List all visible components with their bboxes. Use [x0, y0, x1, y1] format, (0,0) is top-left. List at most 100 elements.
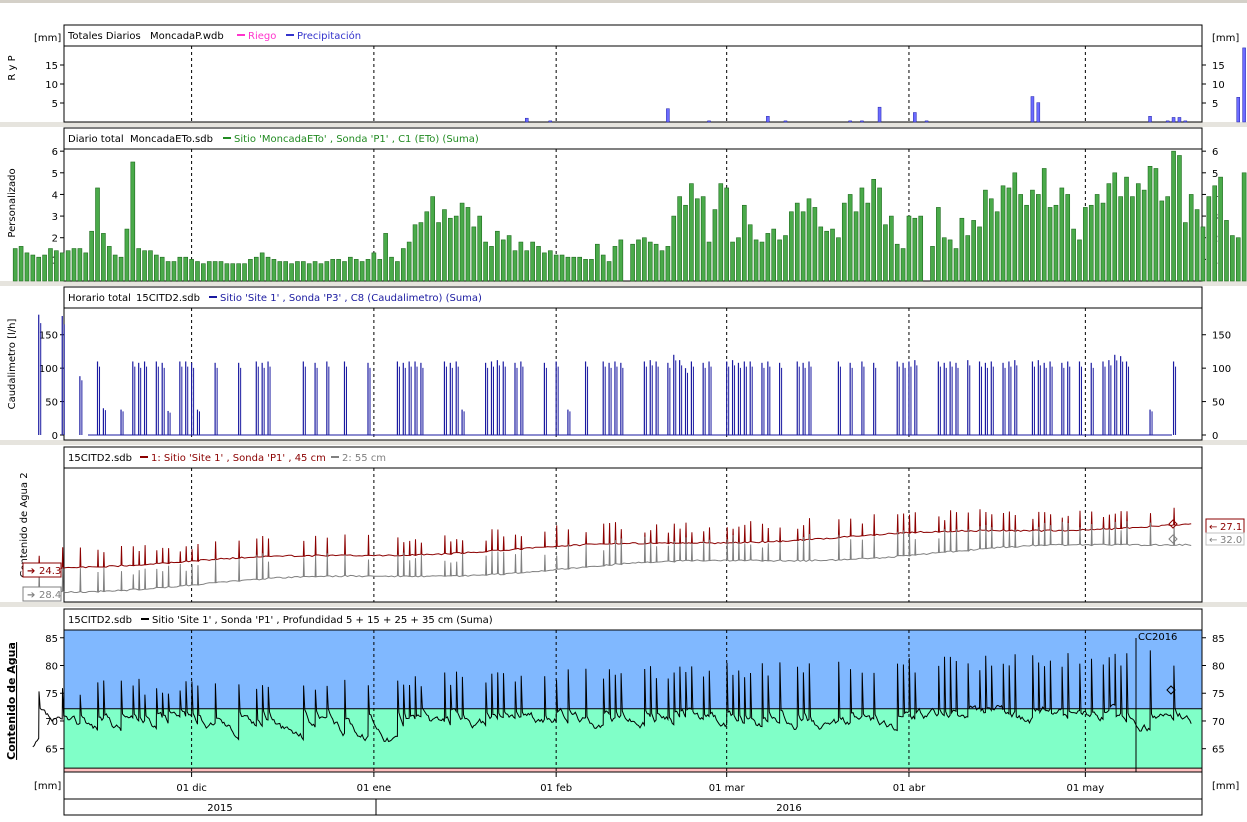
eto-bar	[83, 252, 89, 282]
unit-right: [mm]	[1212, 33, 1239, 44]
y-tick-label: 15	[45, 61, 58, 72]
eto-bar	[12, 248, 18, 282]
eto-bar	[171, 261, 177, 282]
eto-bar	[747, 224, 753, 282]
eto-bar	[1036, 194, 1041, 282]
eto-bar	[659, 250, 665, 282]
x-tick-label: 01 may	[1067, 783, 1105, 794]
y-tick-label-right: 70	[1212, 717, 1225, 728]
eto-bar	[448, 217, 453, 282]
eto-bar	[483, 241, 488, 282]
left-value-badge-45cm: ➔ 24.3	[22, 562, 62, 578]
legend-45cm: 1: Sitio 'Site 1' , Sonda 'P1' , 45 cm	[151, 453, 326, 464]
header-label: Totales Diarios	[67, 31, 141, 42]
x-axis-unit-right: [mm]	[1212, 781, 1239, 792]
legend-swatch-eto	[223, 137, 231, 139]
eto-bar	[1188, 194, 1194, 282]
water-content-sum-line	[32, 650, 1192, 748]
svg-text:28.4: 28.4	[39, 590, 61, 601]
y-tick-label: 10	[45, 80, 58, 91]
precip-bar	[707, 120, 711, 123]
eto-bar	[306, 263, 312, 282]
eto-bar	[1194, 209, 1200, 282]
eto-bar	[853, 211, 859, 282]
y-tick-label: 5	[52, 99, 58, 110]
year-label-2015: 2015	[207, 803, 232, 814]
x-axis: [mm] [mm] 01 dic 01 ene 01 feb 01 mar 01 abr…	[34, 771, 1239, 816]
y-tick-label-right: 65	[1212, 745, 1225, 756]
eto-bar	[724, 187, 729, 282]
eto-bar	[165, 261, 171, 282]
eto-bar	[195, 261, 200, 282]
y-tick-label: 65	[45, 745, 58, 756]
eto-bar	[295, 261, 300, 282]
eto-bar	[712, 209, 718, 282]
eto-bar	[577, 256, 582, 282]
eto-bar	[677, 196, 682, 282]
eto-bar	[154, 254, 159, 282]
eto-bar	[612, 246, 618, 282]
y-tick-label: 4	[52, 190, 58, 201]
y-axis-label: Contenido de Agua 2	[19, 472, 30, 577]
y-axis-label: R y P	[7, 55, 18, 80]
eto-bar	[1159, 200, 1165, 282]
legend-swatch-riego	[237, 34, 245, 36]
eto-bar	[1230, 235, 1235, 282]
y-tick-label: 3	[52, 212, 58, 223]
eto-bar	[1077, 239, 1082, 282]
eto-bar	[1100, 202, 1106, 282]
panel-separator	[0, 281, 1247, 286]
left-value-badge-55cm: ➔ 28.4	[22, 586, 62, 602]
eto-bar	[1112, 172, 1118, 282]
legend-riego: Riego	[248, 31, 276, 42]
eto-bar	[1071, 228, 1076, 282]
window-top-border	[0, 0, 1247, 3]
eto-bar	[636, 239, 641, 282]
eto-bar	[653, 243, 659, 282]
y-tick-label-right: 80	[1212, 662, 1225, 673]
eto-bar	[101, 233, 106, 282]
eto-bar	[618, 239, 624, 282]
eto-bar	[1094, 194, 1100, 282]
precip-bar	[525, 117, 529, 123]
eto-bar	[824, 230, 829, 282]
legend-flow: Sitio 'Site 1' , Sonda 'P3' , C8 (Caudal…	[220, 293, 482, 304]
panel-flow: Horario total 15CITD2.sdb Sitio 'Site 1'…	[7, 286, 1231, 442]
eto-bar	[847, 194, 853, 282]
eto-bar	[230, 263, 236, 282]
eto-bar	[500, 239, 506, 282]
svg-text:➔: ➔	[27, 566, 35, 577]
end-marker-45cm	[1168, 519, 1178, 529]
legend-eto: Sitio 'MoncadaETo' , Sonda 'P1' , C1 (ET…	[234, 134, 479, 145]
eto-bar	[512, 250, 518, 282]
eto-bar	[289, 263, 294, 282]
precip-bar	[913, 112, 917, 123]
precip-bar	[1242, 47, 1246, 123]
eto-bar	[1018, 194, 1023, 282]
eto-bar	[830, 228, 835, 282]
eto-bar	[189, 259, 194, 282]
eto-bar	[524, 250, 530, 282]
precip-bar	[783, 120, 788, 123]
eto-bar	[271, 259, 277, 282]
eto-bar	[630, 243, 635, 282]
eto-bar	[865, 202, 871, 282]
panel-separator	[0, 602, 1247, 607]
panel-eto: Diario total MoncadaETo.sdb Sitio 'Monca…	[7, 127, 1247, 282]
y-tick-label-right: 75	[1212, 689, 1225, 700]
eto-bar	[1177, 155, 1182, 282]
eto-bar	[959, 217, 965, 282]
precip-bar	[860, 120, 864, 123]
y-axis-label: Personalizado	[7, 168, 18, 237]
precip-bar	[666, 108, 670, 123]
eto-bar	[912, 217, 918, 282]
eto-bar	[318, 263, 324, 282]
eto-bar	[1235, 237, 1241, 282]
eto-bar	[742, 204, 747, 282]
eto-bar	[1171, 150, 1176, 282]
y-tick-label-right: 150	[1212, 331, 1231, 342]
precip-bars	[525, 47, 1246, 123]
eto-bar	[48, 248, 53, 282]
eto-bar	[571, 256, 577, 282]
